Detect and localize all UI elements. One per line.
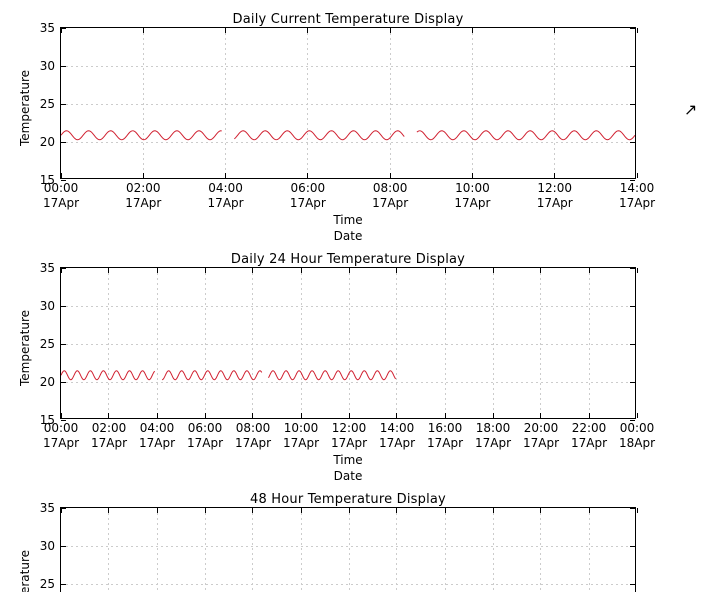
xtick-label: 20:0017Apr	[523, 418, 559, 451]
xtick-label: 06:0017Apr	[187, 418, 223, 451]
chart3: 48 Hour Temperature Display152025303500:…	[0, 492, 660, 592]
data-series	[61, 28, 635, 178]
chart-title: Daily 24 Hour Temperature Display	[60, 252, 636, 267]
xtick-mark	[637, 508, 638, 513]
chart-title: 48 Hour Temperature Display	[60, 492, 636, 507]
chart2: Daily 24 Hour Temperature Display1520253…	[0, 252, 660, 484]
xtick-mark	[637, 28, 638, 33]
cursor-icon: ↖	[684, 100, 697, 119]
x-axis-label: TimeDate	[60, 453, 636, 484]
y-axis-label: Temperature	[18, 310, 32, 386]
xtick-label: 04:0017Apr	[208, 178, 244, 211]
ytick-label: 30	[40, 59, 61, 73]
chart1: Daily Current Temperature Display1520253…	[0, 12, 660, 244]
ytick-label: 20	[40, 375, 61, 389]
xtick-label: 00:0017Apr	[43, 418, 79, 451]
data-series	[61, 268, 635, 418]
ytick-label: 25	[40, 337, 61, 351]
xtick-label: 22:0017Apr	[571, 418, 607, 451]
xtick-label: 16:0017Apr	[427, 418, 463, 451]
ytick-label: 35	[40, 261, 61, 275]
xtick-label: 08:0017Apr	[372, 178, 408, 211]
xtick-label: 08:0017Apr	[235, 418, 271, 451]
plot-area: 152025303500:0017Apr02:0017Apr04:0017Apr…	[60, 267, 636, 419]
ytick-label: 25	[40, 577, 61, 591]
xtick-label: 14:0017Apr	[619, 178, 655, 211]
ytick-label: 25	[40, 97, 61, 111]
xtick-label: 12:0017Apr	[331, 418, 367, 451]
ytick-label: 35	[40, 21, 61, 35]
xtick-label: 00:0017Apr	[43, 178, 79, 211]
y-axis-label: Temperature	[18, 550, 32, 592]
ytick-label: 20	[40, 135, 61, 149]
ytick-label: 30	[40, 299, 61, 313]
ytick-label: 35	[40, 501, 61, 515]
xtick-mark	[637, 268, 638, 273]
xtick-label: 00:0018Apr	[619, 418, 655, 451]
xtick-label: 06:0017Apr	[290, 178, 326, 211]
plot-area: 152025303500:0017Apr02:0017Apr04:0017Apr…	[60, 27, 636, 179]
xtick-label: 14:0017Apr	[379, 418, 415, 451]
xtick-label: 04:0017Apr	[139, 418, 175, 451]
xtick-label: 10:0017Apr	[283, 418, 319, 451]
chart-title: Daily Current Temperature Display	[60, 12, 636, 27]
xtick-label: 18:0017Apr	[475, 418, 511, 451]
data-series	[61, 508, 635, 592]
xtick-label: 10:0017Apr	[454, 178, 490, 211]
xtick-label: 02:0017Apr	[91, 418, 127, 451]
xtick-label: 12:0017Apr	[537, 178, 573, 211]
plot-area: 152025303500:0017Apr04:0017Apr08:0017Apr…	[60, 507, 636, 592]
ytick-label: 30	[40, 539, 61, 553]
x-axis-label: TimeDate	[60, 213, 636, 244]
y-axis-label: Temperature	[18, 70, 32, 146]
xtick-label: 02:0017Apr	[125, 178, 161, 211]
